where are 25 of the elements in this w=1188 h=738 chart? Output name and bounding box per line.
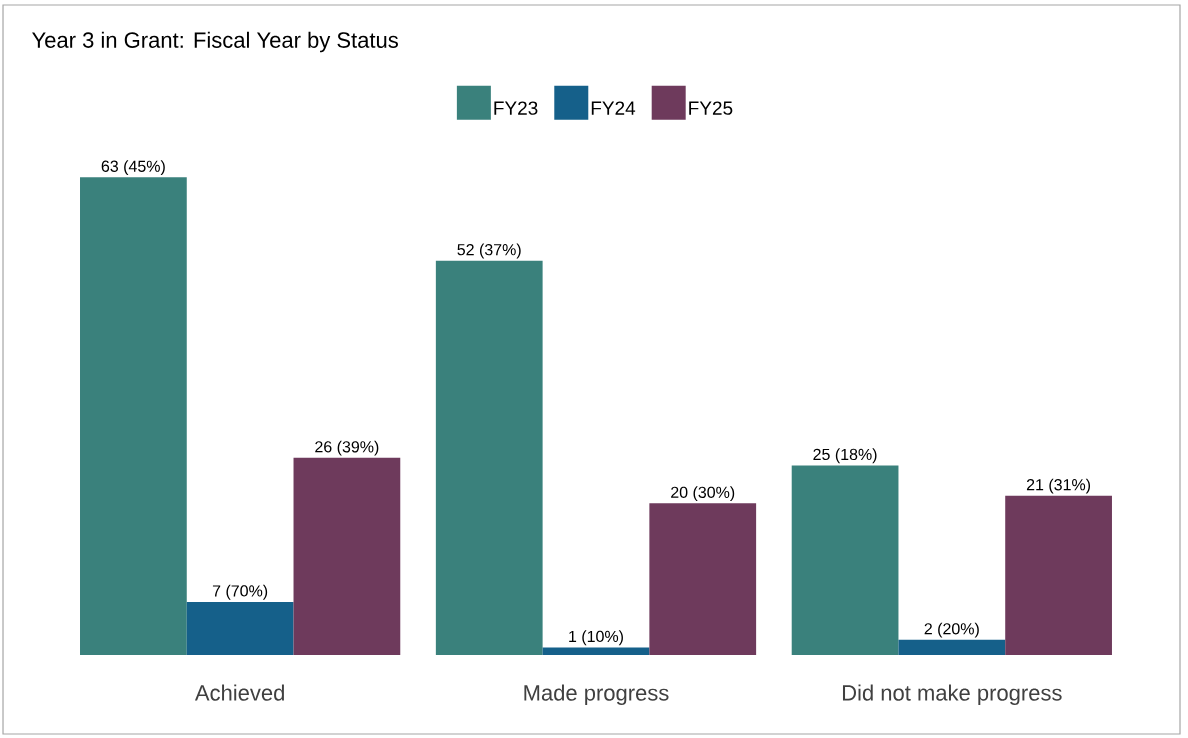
bar (542, 647, 650, 655)
bar (898, 639, 1006, 655)
x-tick-label: Achieved (194, 684, 284, 701)
data-label: 2 (20%) (924, 622, 979, 638)
bar (791, 465, 899, 655)
bar (293, 457, 401, 655)
data-label: 63 (45%) (101, 160, 165, 176)
data-label: 1 (10%) (569, 630, 623, 646)
legend-label: FY24 (591, 101, 636, 115)
legend-label: FY25 (689, 101, 733, 115)
data-label: 21 (31%) (1026, 478, 1091, 494)
legend-label: FY23 (494, 101, 538, 115)
bar (435, 260, 543, 655)
bar (186, 601, 294, 655)
data-label: 7 (70%) (212, 584, 268, 600)
x-tick-label: Made progress (524, 684, 669, 706)
data-label: 20 (30%) (671, 486, 735, 502)
bar (649, 503, 757, 655)
data-label: 52 (37%) (457, 243, 521, 259)
data-label: 25 (18%) (813, 448, 877, 464)
data-label: 26 (39%) (315, 440, 379, 456)
chart-title: Year 3 in Grant: Fiscal Year by Status (32, 31, 398, 53)
bar (1005, 495, 1112, 655)
x-tick-label: Did not make progress (842, 684, 1062, 706)
bar (80, 177, 187, 655)
